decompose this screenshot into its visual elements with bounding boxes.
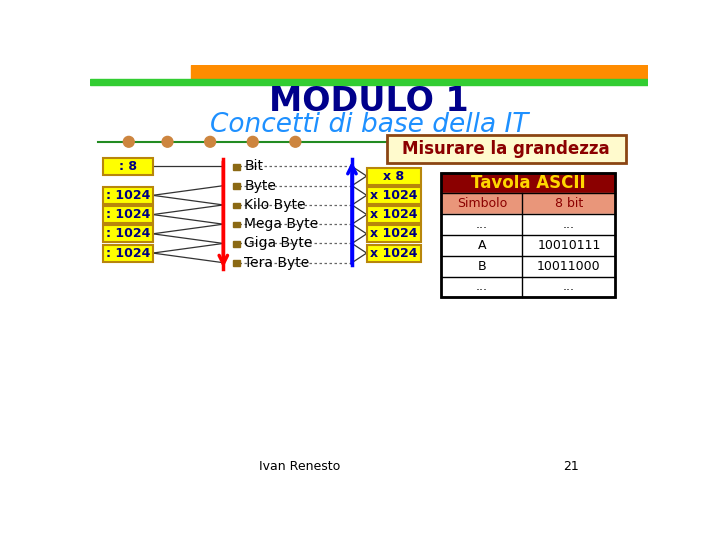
FancyBboxPatch shape [103, 245, 153, 261]
FancyBboxPatch shape [103, 187, 153, 204]
Text: x 1024: x 1024 [370, 227, 418, 240]
FancyBboxPatch shape [366, 245, 421, 261]
Text: Byte: Byte [244, 179, 276, 193]
Circle shape [248, 137, 258, 147]
Text: Kilo Byte: Kilo Byte [244, 198, 306, 212]
Text: A: A [477, 239, 486, 252]
FancyBboxPatch shape [366, 167, 421, 185]
Bar [233, 184, 240, 189]
Circle shape [123, 137, 134, 147]
Text: Tavola ASCII: Tavola ASCII [471, 174, 585, 192]
FancyBboxPatch shape [103, 225, 153, 242]
Text: x 8: x 8 [383, 170, 405, 183]
Text: : 1024: : 1024 [106, 208, 150, 221]
Text: : 1024: : 1024 [106, 227, 150, 240]
Text: : 1024: : 1024 [106, 247, 150, 260]
Text: ...: ... [563, 218, 575, 231]
Bar [441, 235, 616, 256]
Text: Tera Byte: Tera Byte [244, 255, 310, 269]
Text: B: B [477, 260, 486, 273]
FancyBboxPatch shape [103, 158, 153, 175]
Bar [441, 193, 523, 214]
Circle shape [204, 137, 215, 147]
FancyBboxPatch shape [103, 206, 153, 223]
Text: Mega Byte: Mega Byte [244, 217, 318, 231]
Text: Bit: Bit [244, 159, 264, 173]
Text: MODULO 1: MODULO 1 [269, 85, 469, 118]
Bar [233, 241, 240, 247]
Bar [441, 214, 616, 235]
Text: x 1024: x 1024 [370, 189, 418, 202]
FancyBboxPatch shape [366, 187, 421, 204]
FancyBboxPatch shape [387, 135, 626, 163]
Bar [441, 276, 616, 298]
Text: : 8: : 8 [119, 160, 137, 173]
Circle shape [290, 137, 301, 147]
Text: 10011000: 10011000 [537, 260, 600, 273]
Bar [233, 222, 240, 227]
Circle shape [162, 137, 173, 147]
Bar [441, 173, 616, 298]
Bar [233, 260, 240, 266]
Bar [441, 256, 616, 276]
Text: Ivan Renesto: Ivan Renesto [258, 460, 340, 473]
Text: Simbolo: Simbolo [456, 197, 507, 210]
Text: Misurare la grandezza: Misurare la grandezza [402, 140, 610, 158]
Text: ...: ... [476, 280, 487, 293]
Text: : 1024: : 1024 [106, 189, 150, 202]
Bar [233, 202, 240, 208]
Bar [191, 65, 648, 79]
Text: Concetti di base della IT: Concetti di base della IT [210, 112, 528, 138]
Bar [233, 164, 240, 170]
Text: ...: ... [563, 280, 575, 293]
Text: x 1024: x 1024 [370, 208, 418, 221]
FancyBboxPatch shape [366, 225, 421, 242]
Text: Giga Byte: Giga Byte [244, 237, 312, 251]
FancyBboxPatch shape [366, 206, 421, 223]
Text: 8 bit: 8 bit [555, 197, 583, 210]
Text: 10010111: 10010111 [537, 239, 600, 252]
Text: x 1024: x 1024 [370, 247, 418, 260]
Text: ...: ... [476, 218, 487, 231]
Bar [90, 79, 648, 85]
Bar [523, 193, 616, 214]
Text: 21: 21 [562, 460, 578, 473]
Bar [441, 173, 616, 193]
